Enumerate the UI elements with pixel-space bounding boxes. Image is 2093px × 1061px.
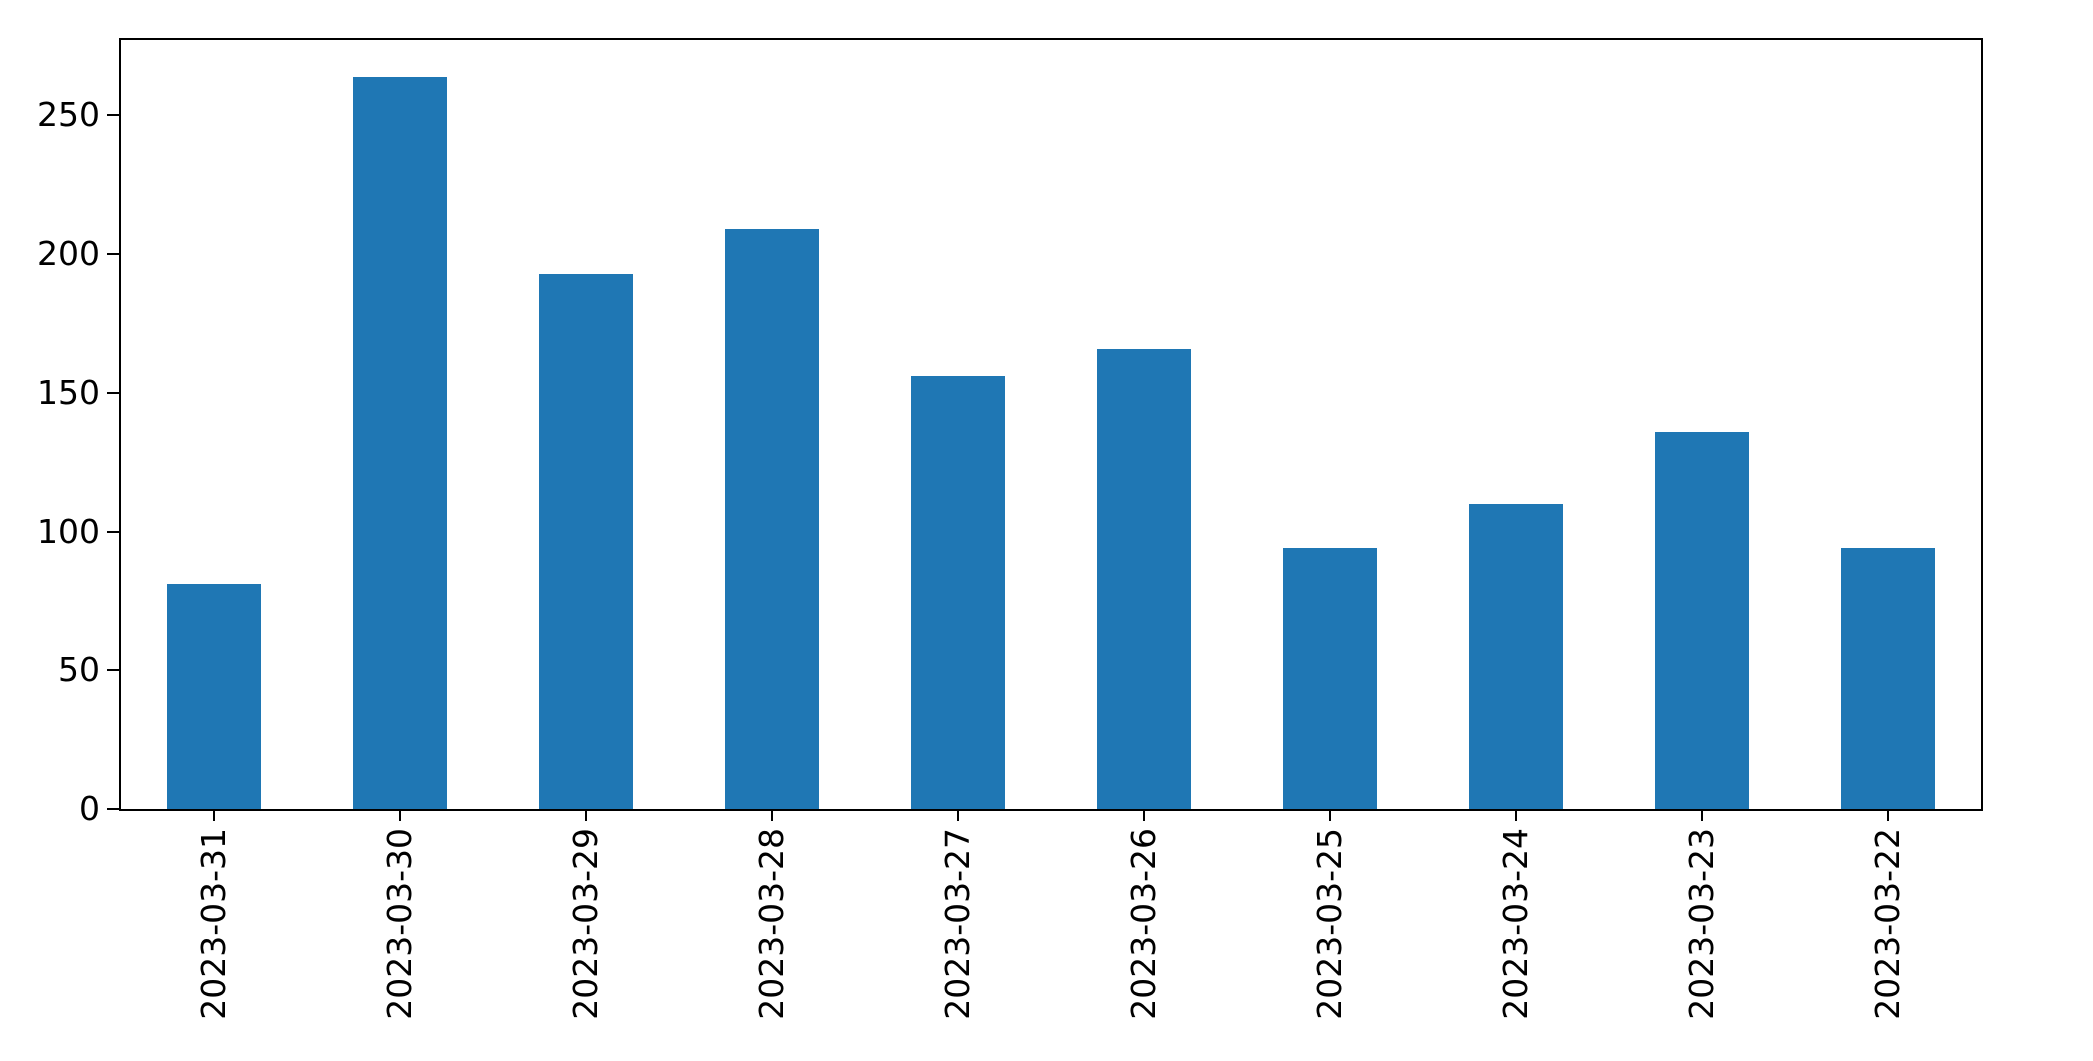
y-tick-mark [107,114,119,117]
x-tick-label: 2023-03-31 [194,828,233,1020]
x-tick-label: 2023-03-30 [380,828,419,1020]
x-tick-mark [771,811,773,821]
x-tick-mark [957,811,959,821]
y-tick-label: 250 [37,95,100,135]
bar-2023-03-31 [167,584,261,809]
plot-area [119,38,1983,811]
y-tick-mark [107,530,119,533]
bar-2023-03-30 [353,76,447,809]
x-tick-mark [399,811,401,821]
x-tick-mark [1701,811,1703,821]
bar-2023-03-29 [539,273,633,809]
x-tick-mark [1887,811,1889,821]
x-tick-label: 2023-03-23 [1682,828,1721,1020]
x-tick-label: 2023-03-28 [752,828,791,1020]
x-tick-label: 2023-03-24 [1496,828,1535,1020]
bar-2023-03-25 [1283,548,1377,809]
y-tick-label: 50 [58,650,100,690]
x-tick-mark [585,811,587,821]
bar-2023-03-27 [911,376,1005,809]
y-tick-mark [107,391,119,394]
y-tick-label: 200 [37,234,100,274]
x-tick-label: 2023-03-25 [1310,828,1349,1020]
x-tick-mark [1143,811,1145,821]
x-tick-label: 2023-03-29 [566,828,605,1020]
y-tick-label: 0 [79,789,100,828]
bar-2023-03-26 [1097,348,1191,809]
x-tick-label: 2023-03-27 [938,828,977,1020]
y-tick-mark [107,669,119,672]
bar-2023-03-22 [1841,548,1935,809]
x-tick-label: 2023-03-26 [1124,828,1163,1020]
x-tick-label: 2023-03-22 [1868,828,1907,1020]
bar-2023-03-24 [1469,503,1563,809]
x-tick-mark [213,811,215,821]
x-tick-mark [1515,811,1517,821]
bar-2023-03-23 [1655,431,1749,809]
y-tick-label: 100 [37,511,100,551]
y-tick-mark [107,253,119,256]
y-tick-label: 150 [37,372,100,412]
bar-2023-03-28 [725,229,819,809]
y-tick-mark [107,808,119,810]
x-tick-mark [1329,811,1331,821]
